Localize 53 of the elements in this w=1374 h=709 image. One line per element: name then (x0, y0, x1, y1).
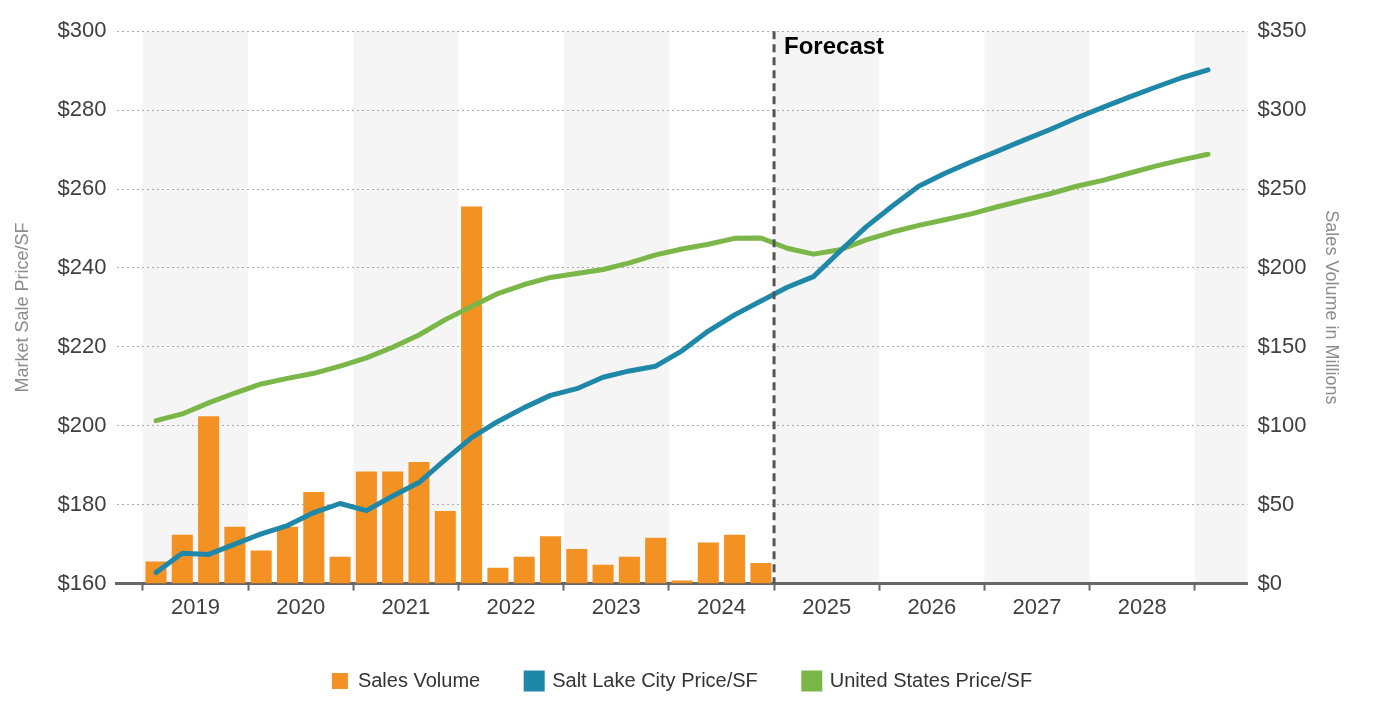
y2-tick-label: $0 (1257, 569, 1282, 595)
x-tick-label: 2024 (696, 593, 746, 619)
y2-tick-label: $100 (1257, 411, 1307, 437)
x-tick-label: 2025 (802, 593, 852, 619)
bar (645, 537, 667, 584)
bar (592, 564, 614, 584)
y-tick-label: $180 (57, 490, 107, 516)
bar (355, 471, 377, 584)
x-tick-label: 2019 (170, 593, 220, 619)
bar (513, 556, 535, 584)
legend-label: Sales Volume (357, 668, 481, 691)
y2-tick-label: $350 (1257, 17, 1307, 43)
y-tick-label: $280 (57, 96, 107, 122)
bar (618, 556, 640, 584)
y-tick-label: $240 (57, 254, 107, 280)
x-tick-label: 2023 (591, 593, 641, 619)
x-tick-label: 2028 (1117, 593, 1167, 619)
legend-label: Salt Lake City Price/SF (552, 668, 758, 691)
bar (382, 471, 404, 584)
y2-tick-label: $250 (1257, 175, 1307, 201)
bar (303, 492, 325, 584)
bar (697, 542, 719, 584)
y2-axis-title: Sales Volume in Millions (1322, 210, 1343, 405)
y-tick-label: $300 (57, 17, 107, 43)
y-tick-label: $220 (57, 332, 107, 358)
bar (461, 206, 483, 584)
y2-tick-label: $50 (1257, 490, 1295, 516)
x-tick-label: 2027 (1012, 593, 1062, 619)
bar (671, 580, 693, 584)
x-tick-label: 2022 (486, 593, 536, 619)
x-tick-label: 2026 (907, 593, 957, 619)
bar (487, 567, 509, 584)
bar (434, 511, 456, 584)
bar (250, 550, 272, 584)
bar (329, 556, 351, 584)
x-tick-label: 2020 (276, 593, 326, 619)
bar (539, 536, 562, 584)
y-tick-label: $260 (57, 175, 107, 201)
y2-tick-label: $150 (1257, 332, 1307, 358)
y2-tick-label: $300 (1257, 96, 1307, 122)
y-tick-label: $200 (57, 411, 107, 437)
bar (198, 416, 220, 584)
ref-line-label: Forecast (784, 31, 885, 59)
legend-label: United States Price/SF (829, 668, 1033, 691)
y2-tick-label: $200 (1257, 254, 1307, 280)
bar (566, 548, 588, 584)
y-tick-label: $160 (57, 569, 107, 595)
bar (276, 526, 299, 584)
y-axis-title: Market Sale Price/SF (11, 222, 32, 393)
bar (724, 534, 746, 584)
bar (750, 563, 772, 584)
bar (408, 462, 430, 584)
x-tick-label: 2021 (381, 593, 431, 619)
